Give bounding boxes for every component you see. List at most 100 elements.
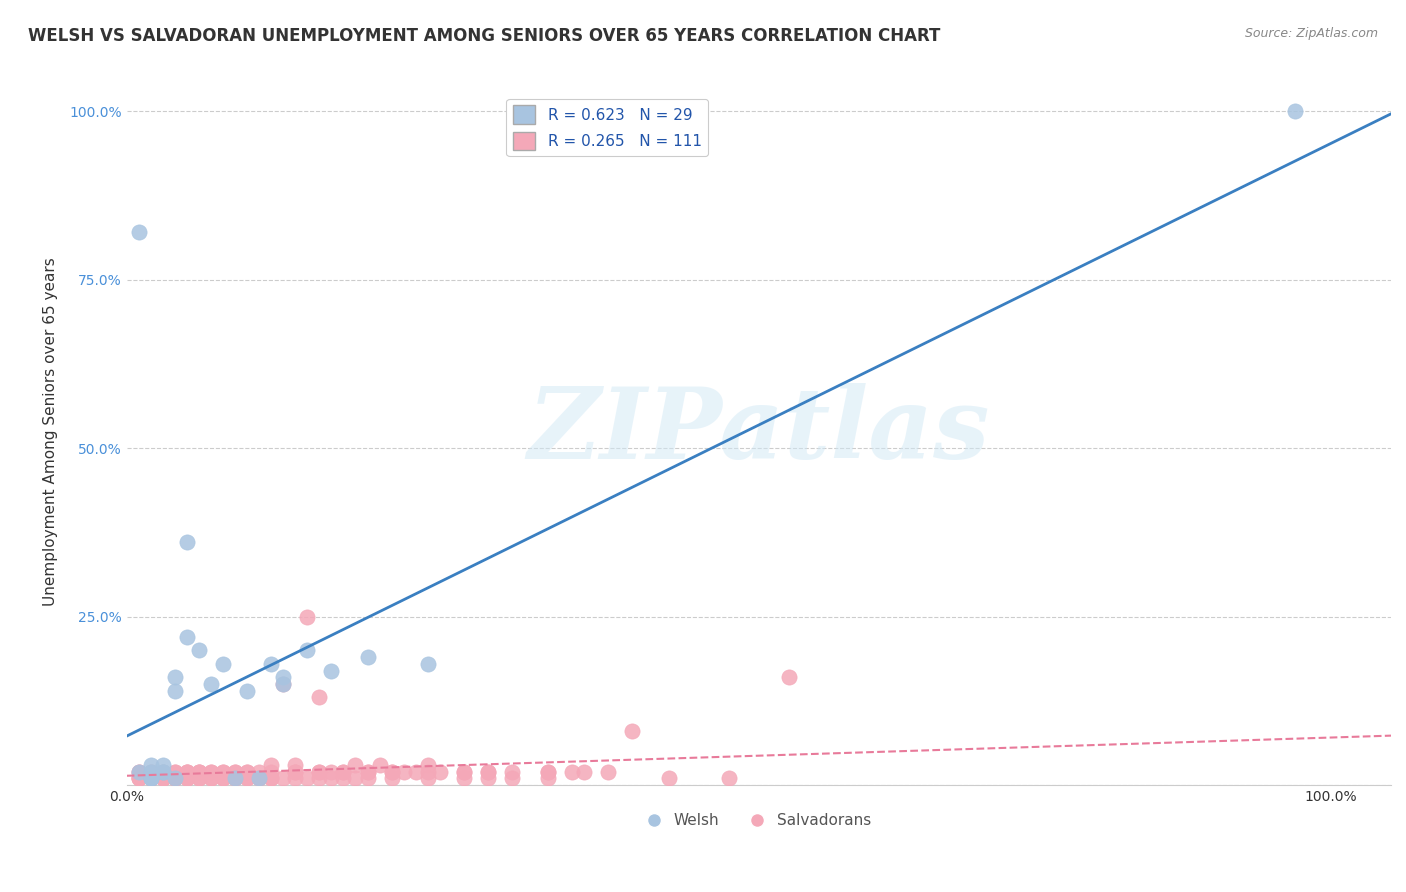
Point [224, 772, 246, 786]
Point [152, 772, 174, 786]
Point [344, 772, 367, 786]
Point [176, 764, 198, 779]
Point [163, 683, 186, 698]
Point [271, 677, 294, 691]
Point [152, 772, 174, 786]
Point [429, 764, 451, 779]
Point [224, 764, 246, 779]
Point [284, 772, 307, 786]
Point [152, 764, 174, 779]
Point [537, 764, 560, 779]
Point [260, 757, 283, 772]
Point [128, 772, 150, 786]
Point [321, 764, 343, 779]
Point [537, 772, 560, 786]
Point [200, 772, 222, 786]
Point [381, 764, 404, 779]
Point [176, 772, 198, 786]
Point [297, 609, 319, 624]
Point [308, 764, 330, 779]
Point [200, 764, 222, 779]
Point [332, 764, 354, 779]
Point [212, 764, 235, 779]
Point [212, 772, 235, 786]
Point [416, 772, 439, 786]
Point [368, 757, 391, 772]
Point [139, 772, 162, 786]
Point [200, 764, 222, 779]
Point [212, 772, 235, 786]
Point [247, 772, 270, 786]
Point [537, 764, 560, 779]
Point [163, 772, 186, 786]
Point [139, 772, 162, 786]
Point [271, 677, 294, 691]
Point [236, 772, 259, 786]
Point [152, 764, 174, 779]
Point [176, 764, 198, 779]
Point [501, 772, 523, 786]
Point [621, 724, 644, 739]
Point [128, 772, 150, 786]
Point [284, 764, 307, 779]
Point [224, 772, 246, 786]
Point [247, 764, 270, 779]
Point [260, 772, 283, 786]
Point [176, 535, 198, 549]
Point [284, 757, 307, 772]
Point [188, 772, 211, 786]
Point [308, 690, 330, 705]
Point [332, 764, 354, 779]
Point [308, 764, 330, 779]
Point [152, 772, 174, 786]
Point [139, 764, 162, 779]
Point [224, 772, 246, 786]
Point [139, 772, 162, 786]
Point [453, 764, 475, 779]
Point [152, 764, 174, 779]
Point [176, 772, 198, 786]
Text: Source: ZipAtlas.com: Source: ZipAtlas.com [1244, 27, 1378, 40]
Point [200, 677, 222, 691]
Point [321, 664, 343, 678]
Point [260, 772, 283, 786]
Point [561, 764, 583, 779]
Point [128, 772, 150, 786]
Point [236, 683, 259, 698]
Point [163, 764, 186, 779]
Point [139, 772, 162, 786]
Point [139, 772, 162, 786]
Point [574, 764, 596, 779]
Point [778, 670, 800, 684]
Point [598, 764, 620, 779]
Point [188, 643, 211, 657]
Point [416, 657, 439, 671]
Point [188, 764, 211, 779]
Point [163, 764, 186, 779]
Point [139, 772, 162, 786]
Point [501, 764, 523, 779]
Point [188, 764, 211, 779]
Text: WELSH VS SALVADORAN UNEMPLOYMENT AMONG SENIORS OVER 65 YEARS CORRELATION CHART: WELSH VS SALVADORAN UNEMPLOYMENT AMONG S… [28, 27, 941, 45]
Point [344, 757, 367, 772]
Point [1284, 104, 1306, 119]
Point [321, 772, 343, 786]
Point [297, 772, 319, 786]
Point [152, 757, 174, 772]
Point [176, 772, 198, 786]
Point [224, 764, 246, 779]
Point [381, 764, 404, 779]
Point [188, 772, 211, 786]
Point [416, 757, 439, 772]
Point [200, 772, 222, 786]
Point [236, 764, 259, 779]
Point [139, 764, 162, 779]
Point [271, 670, 294, 684]
Point [477, 764, 499, 779]
Point [212, 764, 235, 779]
Point [356, 772, 378, 786]
Point [717, 772, 740, 786]
Point [128, 226, 150, 240]
Point [356, 764, 378, 779]
Point [260, 657, 283, 671]
